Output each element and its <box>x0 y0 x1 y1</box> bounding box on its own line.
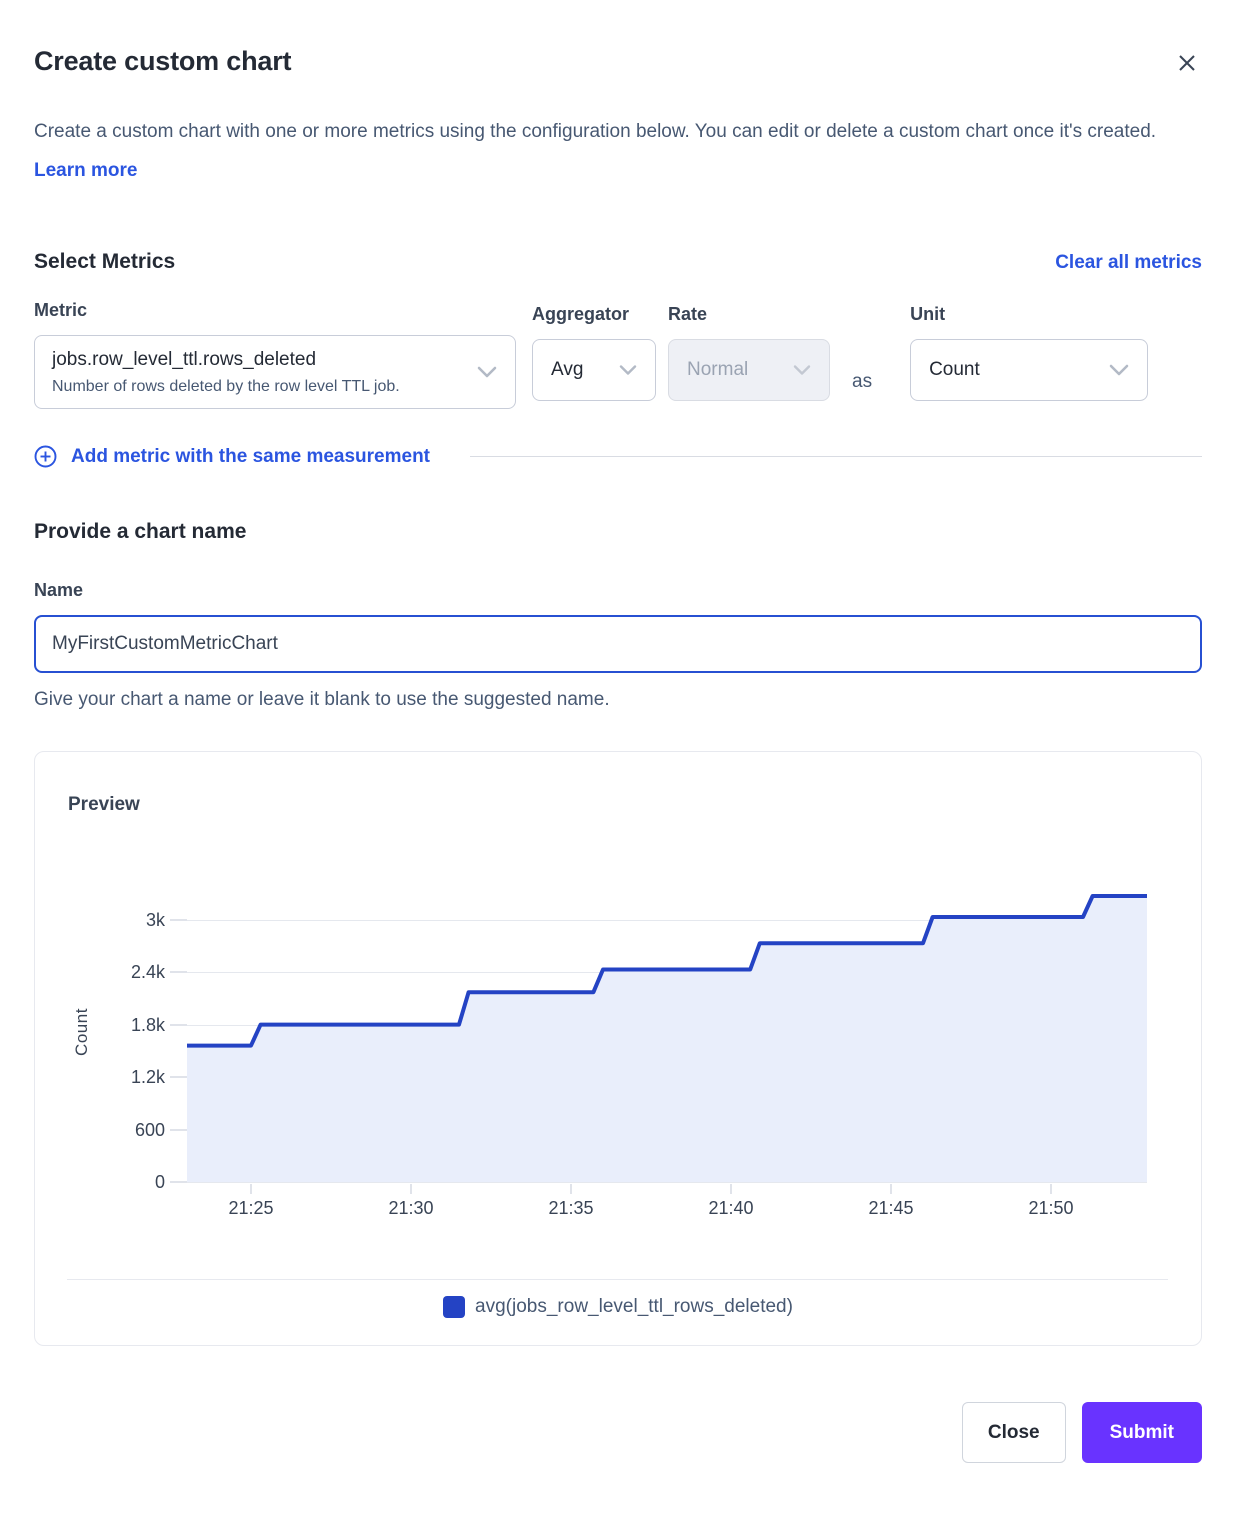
y-tick <box>170 918 187 921</box>
legend-label: avg(jobs_row_level_ttl_rows_deleted) <box>475 1296 793 1317</box>
as-label: as <box>852 371 873 392</box>
chart-plot <box>185 882 1149 1182</box>
y-tick-label: 1.2k <box>130 1067 165 1088</box>
y-tick <box>170 1128 187 1131</box>
chevron-down-icon <box>1109 364 1129 376</box>
add-metric-label: Add metric with the same measurement <box>71 445 430 467</box>
x-icon <box>1179 55 1195 71</box>
select-metrics-heading: Select Metrics <box>34 250 176 273</box>
y-tick-label: 3k <box>145 909 165 930</box>
x-tick-label: 21:35 <box>548 1198 594 1218</box>
y-tick <box>170 1076 187 1079</box>
chevron-down-icon <box>477 366 497 378</box>
modal-footer: Close Submit <box>34 1402 1202 1463</box>
y-tick <box>170 971 187 974</box>
preview-chart: Count 0 600 1.2k 1.8k 2.4k 3k 21:25 21:30 21:35 2… <box>35 752 1201 1345</box>
divider <box>470 456 1202 457</box>
x-tick <box>730 1184 732 1194</box>
rate-column: Rate Normal <box>668 304 830 401</box>
select-metrics-header: Select Metrics Clear all metrics <box>34 250 1202 274</box>
chart-legend: avg(jobs_row_level_ttl_rows_deleted) <box>35 1296 1201 1318</box>
y-tick-label: 0 <box>154 1172 165 1192</box>
add-metric-link[interactable]: Add metric with the same measurement <box>34 445 430 468</box>
x-tick-label: 21:50 <box>1028 1198 1074 1218</box>
gridline <box>187 919 1147 921</box>
x-tick <box>410 1184 412 1194</box>
metric-select-description: Number of rows deleted by the row level … <box>52 378 400 395</box>
modal-header: Create custom chart <box>34 46 1202 81</box>
step-line <box>185 894 1149 1048</box>
modal-description-text: Create a custom chart with one or more m… <box>34 121 1157 142</box>
x-tick <box>250 1184 252 1194</box>
x-tick <box>1050 1184 1052 1194</box>
y-tick-label: 1.8k <box>130 1014 165 1035</box>
unit-label: Unit <box>910 304 946 324</box>
x-tick-label: 21:45 <box>868 1198 914 1218</box>
metric-select[interactable]: jobs.row_level_ttl.rows_deleted Number o… <box>34 335 516 409</box>
aggregator-label: Aggregator <box>532 304 630 324</box>
name-label: Name <box>34 580 84 600</box>
x-tick-label: 21:25 <box>228 1198 274 1218</box>
metric-row: Metric jobs.row_level_ttl.rows_deleted N… <box>34 300 1202 409</box>
name-helper-text: Give your chart a name or leave it blank… <box>34 689 610 710</box>
y-tick-label: 600 <box>134 1119 165 1140</box>
metric-label: Metric <box>34 300 88 320</box>
aggregator-select-value: Avg <box>551 359 584 380</box>
close-button[interactable]: Close <box>961 1402 1066 1463</box>
learn-more-link[interactable]: Learn more <box>34 160 138 181</box>
y-tick-label: 2.4k <box>130 962 165 983</box>
y-tick <box>170 1181 187 1183</box>
aggregator-column: Aggregator Avg <box>532 304 656 401</box>
legend-swatch <box>443 1296 466 1318</box>
chevron-down-icon <box>793 365 811 376</box>
modal-description: Create a custom chart with one or more m… <box>34 112 1184 190</box>
rate-select: Normal <box>668 339 830 401</box>
x-tick-label: 21:30 <box>388 1198 434 1218</box>
submit-button[interactable]: Submit <box>1081 1402 1202 1463</box>
chart-name-input[interactable] <box>34 615 1202 673</box>
area-fill <box>187 896 1147 1182</box>
preview-card: Preview Count 0 600 1.2k 1.8k 2.4k 3k 21:25 21:… <box>34 751 1202 1346</box>
unit-select[interactable]: Count <box>910 339 1149 401</box>
chevron-down-icon <box>619 365 637 376</box>
add-metric-row: Add metric with the same measurement <box>34 445 1202 468</box>
rate-select-value: Normal <box>687 359 749 380</box>
y-tick <box>170 1023 187 1026</box>
chart-series-svg <box>185 894 1149 1182</box>
chart-name-heading: Provide a chart name <box>34 520 247 543</box>
clear-all-metrics-link[interactable]: Clear all metrics <box>1055 252 1202 273</box>
page-title: Create custom chart <box>34 46 292 76</box>
x-tick-label: 21:40 <box>708 1198 754 1218</box>
close-icon[interactable] <box>1172 48 1202 81</box>
divider <box>67 1279 1168 1280</box>
x-tick <box>570 1184 572 1194</box>
unit-column: Unit Count <box>910 304 1149 401</box>
metric-column: Metric jobs.row_level_ttl.rows_deleted N… <box>34 300 516 409</box>
gridline <box>187 1182 1147 1183</box>
metric-select-value: jobs.row_level_ttl.rows_deleted <box>52 349 317 370</box>
plus-circle-icon <box>34 445 57 468</box>
x-tick <box>890 1184 892 1194</box>
aggregator-select[interactable]: Avg <box>532 339 656 401</box>
rate-label: Rate <box>668 304 708 324</box>
preview-heading: Preview <box>68 794 140 815</box>
unit-select-value: Count <box>929 359 980 380</box>
